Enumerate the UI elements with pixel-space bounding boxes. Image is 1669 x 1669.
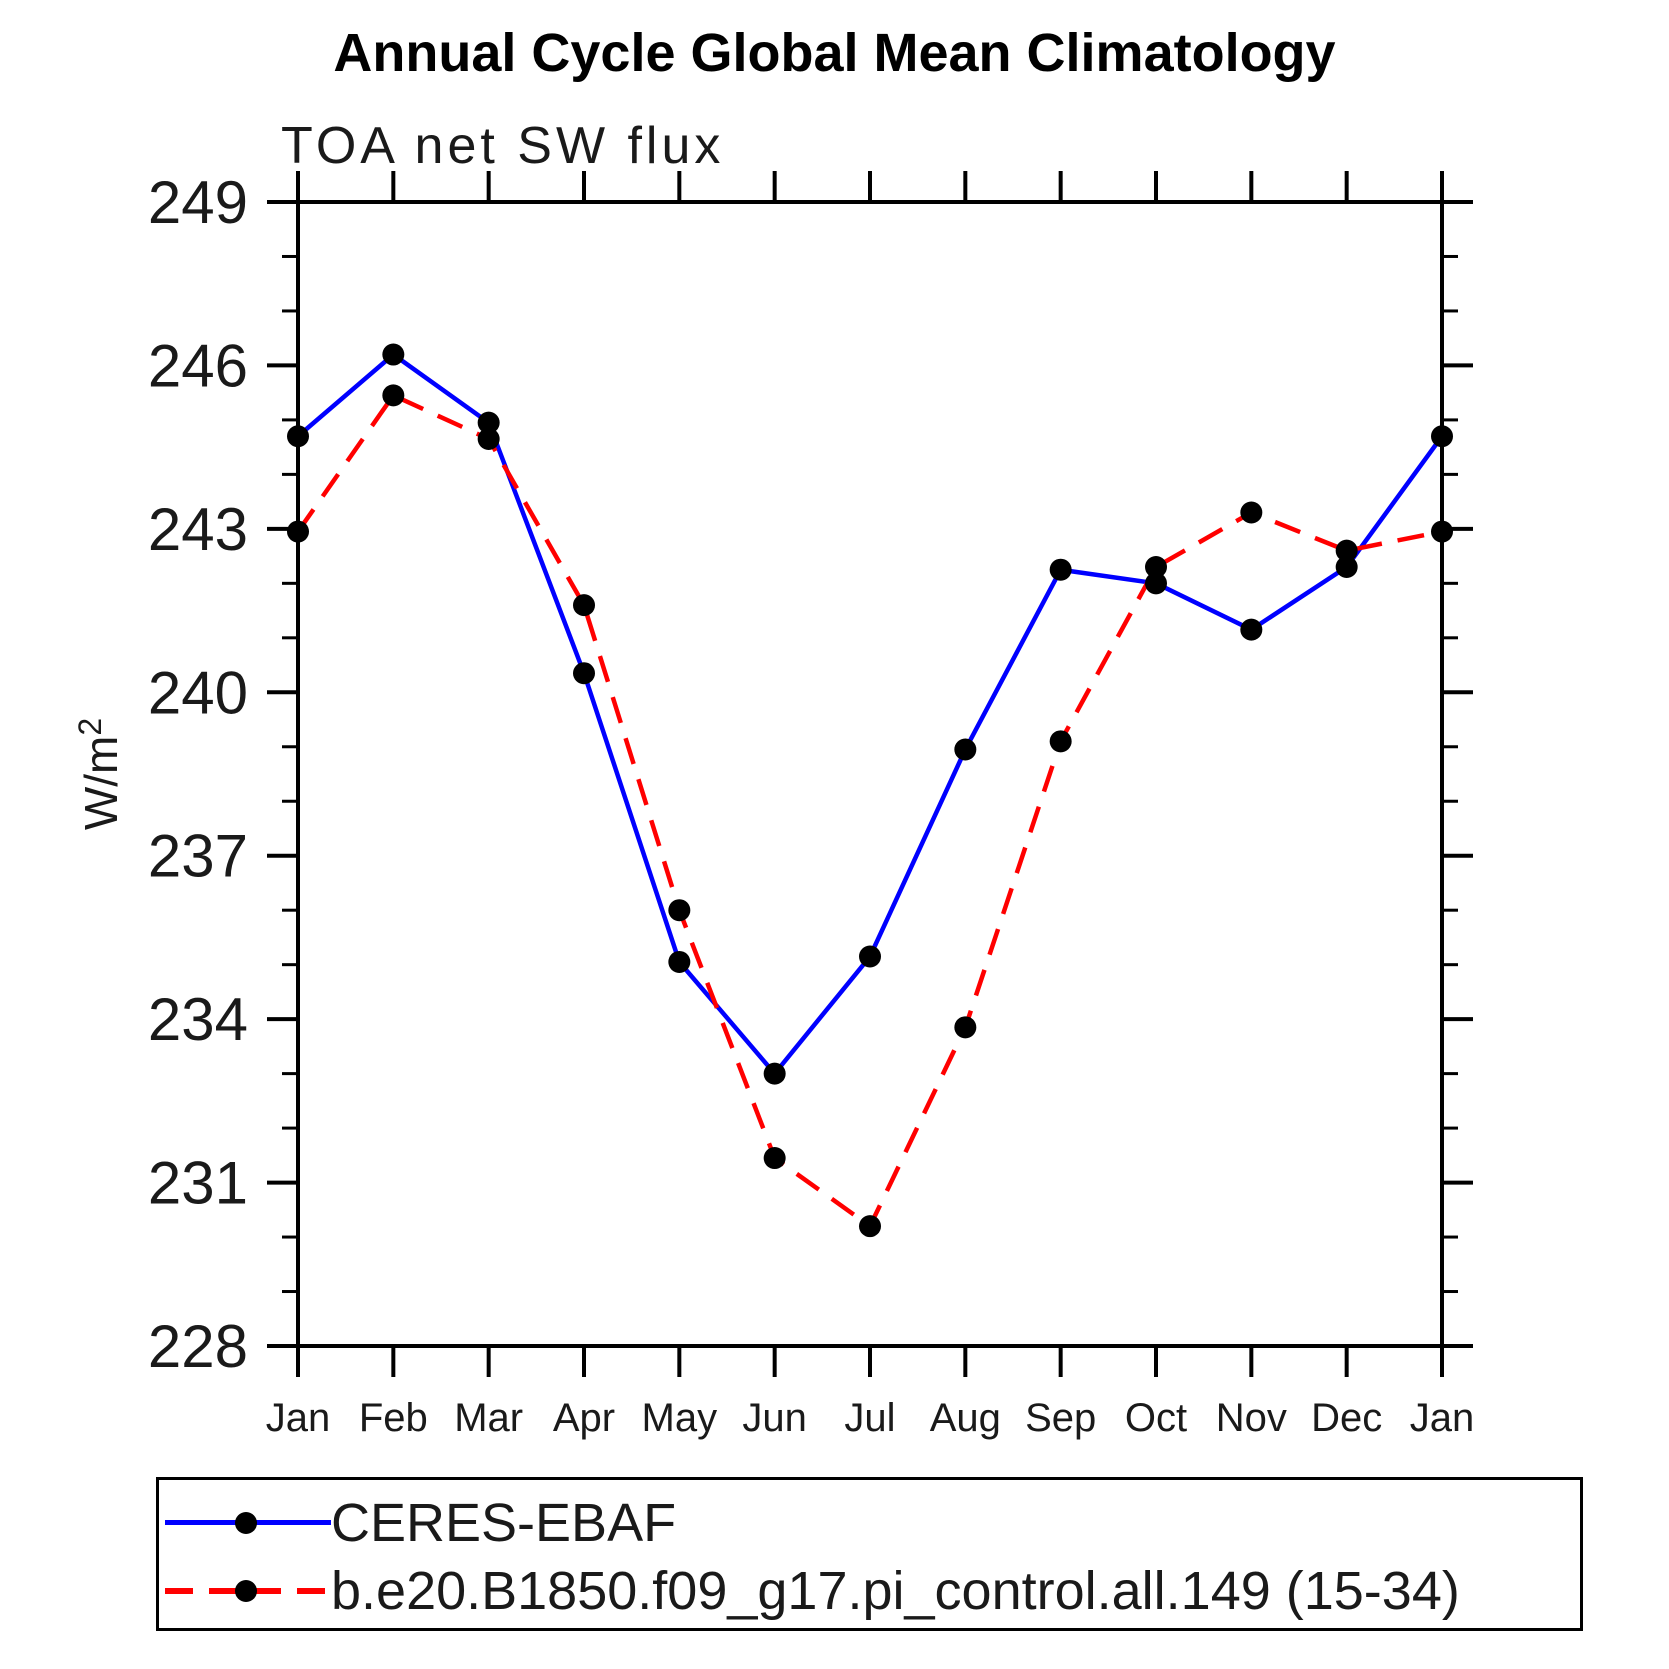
data-point-series0-Sep xyxy=(1049,558,1072,581)
x-tick-label: Jan xyxy=(1410,1396,1475,1440)
x-tick-label: May xyxy=(642,1396,718,1440)
data-point-series0-Nov xyxy=(1240,618,1263,641)
data-point-series1-Sep xyxy=(1049,730,1072,753)
chart-title: Annual Cycle Global Mean Climatology xyxy=(333,23,1336,83)
data-point-series0-Aug xyxy=(954,738,977,761)
y-tick-label: 237 xyxy=(148,823,248,890)
data-point-series1-Dec xyxy=(1335,539,1358,562)
x-tick-label: Sep xyxy=(1025,1396,1096,1440)
data-point-series0-Feb xyxy=(382,343,405,366)
data-point-series1-Jun xyxy=(763,1147,786,1170)
x-tick-label: Dec xyxy=(1311,1396,1382,1440)
x-tick-label: Nov xyxy=(1216,1396,1287,1440)
x-tick-label: Oct xyxy=(1125,1396,1187,1440)
y-tick-label: 234 xyxy=(148,986,248,1053)
legend-marker-dot xyxy=(235,1512,257,1534)
series-line-1 xyxy=(296,392,1443,1230)
data-point-series1-Feb xyxy=(382,384,405,407)
data-point-series0-Apr xyxy=(573,662,595,685)
legend-label: CERES-EBAF xyxy=(331,1493,677,1553)
legend: CERES-EBAF b.e20.B1850.f09_g17.pi_contro… xyxy=(156,1477,1583,1631)
data-point-series0-Jan xyxy=(1431,425,1453,448)
y-tick-label: 249 xyxy=(148,169,248,236)
legend-marker-dot xyxy=(235,1580,257,1602)
x-tick-label: Apr xyxy=(553,1396,615,1440)
data-point-series1-Apr xyxy=(573,594,595,617)
data-point-series1-Aug xyxy=(954,1016,977,1039)
legend-label: b.e20.B1850.f09_g17.pi_control.all.149 (… xyxy=(331,1561,1460,1621)
data-point-series0-Mar xyxy=(477,411,500,434)
x-tick-label: Aug xyxy=(930,1396,1001,1440)
chart-subtitle: TOA net SW flux xyxy=(281,117,725,175)
data-point-series0-Oct xyxy=(1145,572,1167,595)
x-tick-label: Jan xyxy=(266,1396,331,1440)
y-tick-label: 231 xyxy=(148,1150,248,1217)
y-tick-label: 240 xyxy=(148,659,248,726)
data-point-series1-Mar xyxy=(477,427,500,450)
data-point-series0-May xyxy=(668,950,691,973)
data-point-series1-Nov xyxy=(1240,501,1263,524)
data-point-series1-Jul xyxy=(859,1215,881,1238)
data-point-series1-Jan xyxy=(1431,520,1453,543)
y-tick-label: 246 xyxy=(148,332,248,399)
y-tick-label: 228 xyxy=(148,1313,248,1380)
x-tick-label: Feb xyxy=(359,1396,428,1440)
plot-frame xyxy=(296,200,1444,1348)
data-point-series0-Jan xyxy=(287,425,309,448)
data-point-series0-Jul xyxy=(859,945,881,968)
x-tick-label: Mar xyxy=(454,1396,523,1440)
x-tick-label: Jun xyxy=(742,1396,807,1440)
data-point-series0-Dec xyxy=(1335,555,1358,578)
data-point-series1-Oct xyxy=(1145,555,1167,578)
y-tick-label: 243 xyxy=(148,496,248,563)
data-point-series1-May xyxy=(668,899,691,922)
x-tick-label: Jul xyxy=(844,1396,895,1440)
data-point-series0-Jun xyxy=(763,1062,786,1085)
data-point-series1-Jan xyxy=(287,520,309,543)
